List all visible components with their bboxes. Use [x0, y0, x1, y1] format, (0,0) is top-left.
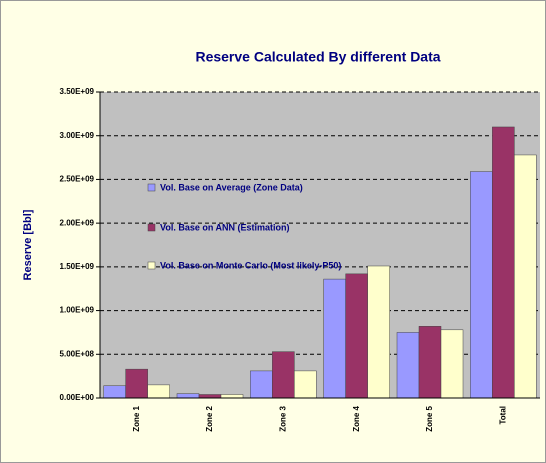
- legend-label: Vol. Base on ANN (Estimation): [160, 222, 290, 232]
- legend-swatch: [147, 261, 156, 270]
- bar: [176, 393, 200, 399]
- bar: [470, 171, 493, 399]
- y-tick-label: 1.50E+09: [60, 262, 95, 271]
- chart-title: Reserve Calculated By different Data: [195, 49, 440, 65]
- bar: [345, 273, 368, 399]
- y-axis-label: Reserve [Bbl]: [22, 209, 34, 280]
- y-tick-label: 1.00E+09: [60, 306, 95, 315]
- bar: [367, 265, 390, 399]
- bar: [147, 384, 170, 399]
- bar: [198, 394, 222, 399]
- plot-area: [100, 92, 540, 398]
- bar: [125, 368, 148, 399]
- legend-label: Vol. Base on Monte Carlo (Most likely-P5…: [160, 260, 341, 270]
- x-tick-label: Zone 5: [425, 405, 434, 431]
- bar: [323, 278, 346, 399]
- x-tick-label: Total: [498, 406, 507, 425]
- x-tick-label: Zone 2: [205, 405, 214, 431]
- x-tick-label: Zone 4: [352, 405, 361, 431]
- bar: [440, 329, 464, 399]
- bar: [103, 385, 126, 399]
- y-tick-label: 2.50E+09: [60, 175, 95, 184]
- bar: [250, 370, 273, 399]
- y-tick-label: 3.00E+09: [60, 131, 95, 140]
- bar: [492, 126, 515, 399]
- bar: [396, 332, 420, 399]
- y-tick-label: 0.00E+00: [60, 393, 95, 402]
- legend-swatch: [147, 223, 156, 232]
- x-tick-label: Zone 1: [132, 405, 141, 431]
- x-tick-label: Zone 3: [278, 405, 287, 431]
- bar: [294, 370, 317, 399]
- bar: [220, 394, 244, 399]
- y-tick-label: 3.50E+09: [60, 87, 95, 96]
- y-tick-label: 5.00E+08: [60, 349, 95, 358]
- bar: [514, 154, 537, 399]
- legend-label: Vol. Base on Average (Zone Data): [160, 182, 303, 192]
- legend-swatch: [147, 183, 156, 192]
- bar: [272, 351, 295, 399]
- y-tick-label: 2.00E+09: [60, 218, 95, 227]
- bar: [418, 326, 442, 399]
